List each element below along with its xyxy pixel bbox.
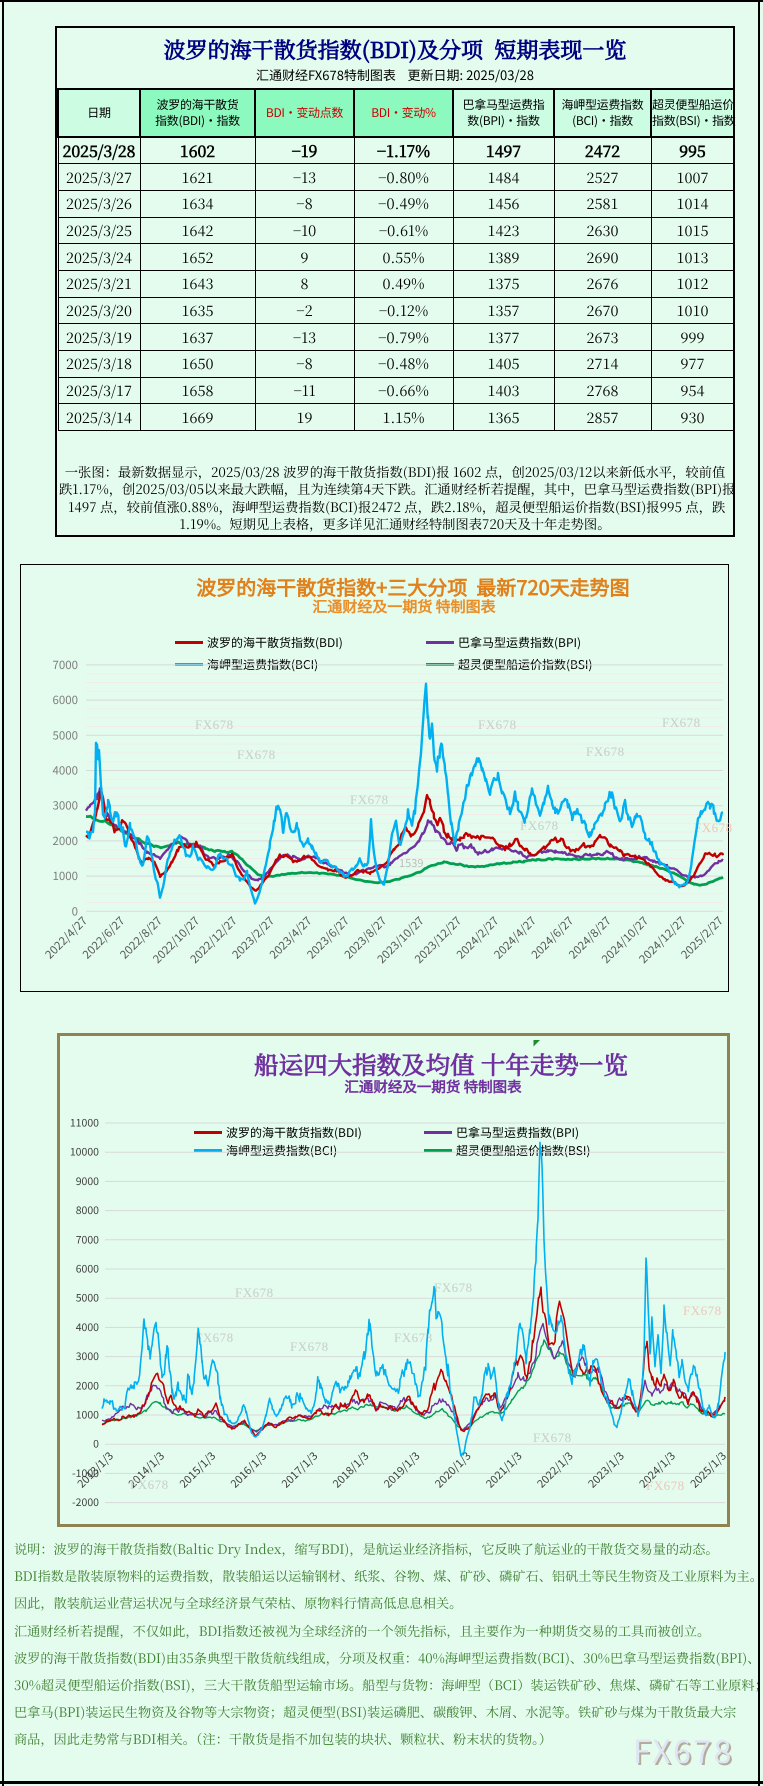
svg-text:6000: 6000 [76,1262,99,1277]
svg-text:FX678: FX678 [434,1280,473,1295]
svg-text:2015/1/3: 2015/1/3 [176,1448,219,1491]
svg-text:2020/1/3: 2020/1/3 [431,1448,474,1491]
svg-text:2022/1/3: 2022/1/3 [533,1448,576,1491]
svg-text:7000: 7000 [76,1232,99,1247]
svg-text:FX678: FX678 [394,1330,433,1345]
svg-text:2018/1/3: 2018/1/3 [329,1448,372,1491]
svg-text:FX678: FX678 [350,792,389,807]
svg-text:2000: 2000 [52,833,78,849]
svg-text:0: 0 [72,903,78,919]
svg-text:0: 0 [93,1437,99,1452]
svg-text:FX678: FX678 [195,717,234,732]
svg-text:8000: 8000 [76,1203,99,1218]
svg-text:FX678: FX678 [533,1430,572,1445]
svg-text:1000: 1000 [76,1408,99,1423]
svg-text:2025/1/3: 2025/1/3 [687,1448,730,1491]
svg-text:FX678: FX678 [520,818,559,833]
svg-text:2023/1/3: 2023/1/3 [584,1448,627,1491]
svg-text:6000: 6000 [52,692,78,708]
svg-text:4000: 4000 [52,763,78,779]
svg-text:FX678: FX678 [130,1477,169,1492]
svg-text:2016/1/3: 2016/1/3 [227,1448,270,1491]
svg-text:2000: 2000 [76,1378,99,1393]
svg-text:3000: 3000 [76,1349,99,1364]
svg-text:2021/1/3: 2021/1/3 [482,1448,525,1491]
svg-text:FX678: FX678 [694,820,733,835]
svg-text:FX678: FX678 [586,744,625,759]
svg-text:-2000: -2000 [72,1495,99,1510]
svg-text:FX678: FX678 [290,1339,329,1354]
svg-text:FX678: FX678 [683,1303,722,1318]
svg-text:FX678: FX678 [235,1285,274,1300]
svg-text:FX678: FX678 [195,1330,234,1345]
svg-text:2017/1/3: 2017/1/3 [278,1448,321,1491]
svg-text:-1000: -1000 [72,1466,99,1481]
svg-text:FX678: FX678 [646,1478,685,1493]
svg-text:FX678: FX678 [237,747,276,762]
svg-text:1000: 1000 [52,868,78,884]
svg-text:7000: 7000 [52,657,78,673]
svg-text:5000: 5000 [52,727,78,743]
svg-text:3000: 3000 [52,798,78,814]
svg-text:4000: 4000 [76,1320,99,1335]
svg-text:1539: 1539 [399,855,423,871]
svg-text:11000: 11000 [70,1116,99,1131]
svg-text:FX678: FX678 [478,717,517,732]
svg-text:5000: 5000 [76,1291,99,1306]
svg-text:9000: 9000 [76,1174,99,1189]
svg-text:FX678: FX678 [662,715,701,730]
svg-text:10000: 10000 [70,1145,99,1160]
svg-text:2019/1/3: 2019/1/3 [380,1448,423,1491]
